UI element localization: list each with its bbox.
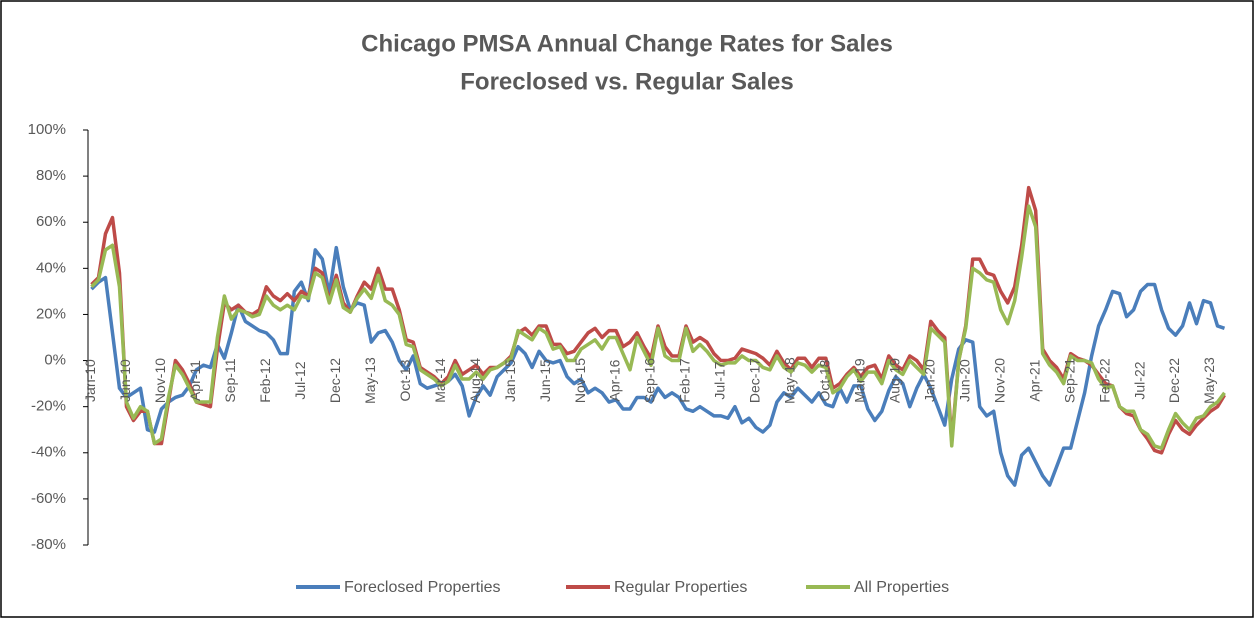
- x-tick-label: Nov-10: [152, 358, 168, 403]
- x-tick-label: Jun-10: [117, 359, 133, 402]
- x-tick-label: Apr-21: [1026, 359, 1042, 401]
- x-tick-label: Dec-12: [327, 358, 343, 403]
- y-tick-label: 0%: [44, 352, 66, 369]
- x-tick-label: Jul-22: [1131, 361, 1147, 399]
- y-tick-label: 20%: [36, 305, 66, 322]
- x-tick-label: Apr-11: [187, 360, 203, 401]
- x-tick-label: Aug-19: [886, 358, 902, 403]
- chart-subtitle: Foreclosed vs. Regular Sales: [460, 68, 793, 95]
- x-tick-label: Feb-22: [1096, 358, 1112, 403]
- x-tick-label: Jul-12: [292, 361, 308, 399]
- x-tick-label: Apr-16: [607, 359, 623, 401]
- x-tick-label: Dec-22: [1166, 358, 1182, 403]
- x-tick-label: Feb-12: [257, 358, 273, 403]
- y-tick-label: -80%: [31, 536, 66, 553]
- y-tick-label: -20%: [31, 398, 66, 415]
- x-tick-label: Jan-20: [921, 359, 937, 402]
- x-tick-label: May-23: [1201, 357, 1217, 404]
- x-tick-label: Mar-14: [432, 358, 448, 403]
- x-tick-label: Oct-18: [817, 359, 833, 401]
- x-tick-label: Mar-19: [852, 358, 868, 403]
- x-tick-label: May-18: [782, 357, 798, 404]
- legend-label: All Properties: [854, 579, 949, 596]
- x-tick-label: Jun-20: [956, 359, 972, 402]
- legend-label: Foreclosed Properties: [344, 579, 501, 596]
- x-tick-label: Nov-20: [991, 358, 1007, 403]
- y-tick-label: 100%: [28, 121, 66, 138]
- y-tick-label: 80%: [36, 167, 66, 184]
- series-line: [90, 245, 1226, 487]
- x-tick-label: Jan-15: [502, 359, 518, 402]
- x-tick-label: Sep-16: [642, 358, 658, 403]
- x-tick-label: Jan-10: [82, 359, 98, 402]
- x-tick-label: Jun-15: [537, 359, 553, 402]
- y-tick-label: 40%: [36, 259, 66, 276]
- x-tick-label: Feb-17: [677, 358, 693, 403]
- x-tick-label: May-13: [362, 357, 378, 404]
- x-tick-label: Jul-17: [712, 361, 728, 399]
- y-tick-label: 60%: [36, 213, 66, 230]
- y-tick-label: -40%: [31, 444, 66, 461]
- series-line: [90, 185, 1226, 455]
- y-tick-label: -60%: [31, 490, 66, 507]
- x-tick-label: Sep-11: [222, 358, 238, 402]
- x-tick-label: Sep-21: [1061, 358, 1077, 403]
- series-line: [90, 204, 1226, 450]
- x-tick-label: Oct-13: [397, 359, 413, 401]
- x-tick-label: Aug-14: [467, 358, 483, 403]
- x-tick-label: Dec-17: [747, 358, 763, 403]
- legend-label: Regular Properties: [614, 579, 747, 596]
- x-tick-label: Nov-15: [572, 358, 588, 403]
- chart-title: Chicago PMSA Annual Change Rates for Sal…: [361, 30, 893, 57]
